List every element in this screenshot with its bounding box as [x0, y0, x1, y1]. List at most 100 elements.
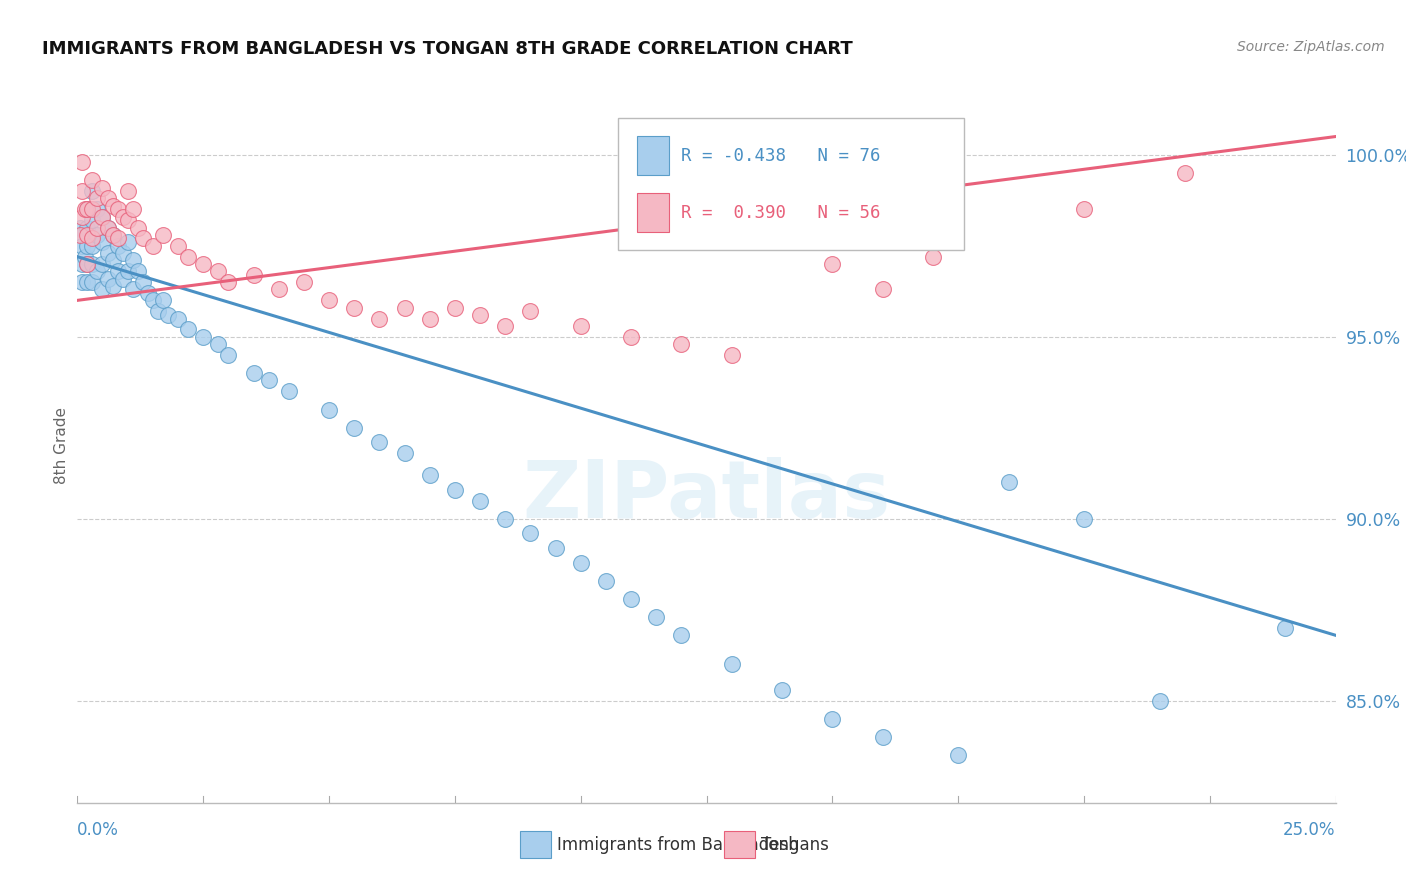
Text: Source: ZipAtlas.com: Source: ZipAtlas.com: [1237, 40, 1385, 54]
Point: [76, 257, 98, 271]
Point: [146, 304, 169, 318]
Point: [217, 275, 239, 289]
Point: [101, 227, 124, 242]
Point: [720, 348, 742, 362]
Point: [519, 304, 541, 318]
Point: [167, 311, 190, 326]
Point: [117, 264, 139, 278]
Point: [121, 282, 143, 296]
Point: [91, 210, 114, 224]
Point: [394, 301, 416, 315]
Point: [394, 446, 416, 460]
Point: [76, 275, 98, 289]
Point: [191, 257, 215, 271]
Point: [76, 227, 98, 242]
Point: [1149, 694, 1171, 708]
Point: [72, 227, 94, 242]
Point: [101, 253, 124, 268]
Point: [343, 301, 366, 315]
Point: [107, 231, 129, 245]
Point: [86, 264, 108, 278]
Point: [132, 231, 155, 245]
Point: [82, 239, 104, 253]
Point: [177, 322, 200, 336]
Point: [111, 246, 134, 260]
Point: [76, 202, 98, 217]
Point: [101, 227, 124, 242]
FancyBboxPatch shape: [619, 118, 965, 250]
Text: R =  0.390   N = 56: R = 0.390 N = 56: [682, 203, 880, 221]
Point: [86, 227, 108, 242]
Point: [101, 278, 124, 293]
Point: [997, 475, 1019, 490]
Point: [107, 202, 129, 217]
Point: [96, 271, 118, 285]
Point: [76, 202, 98, 217]
Point: [872, 731, 894, 745]
Point: [121, 253, 143, 268]
Point: [82, 184, 104, 198]
Point: [111, 271, 134, 285]
Point: [948, 748, 970, 763]
Point: [770, 227, 793, 242]
Point: [86, 220, 108, 235]
Point: [72, 257, 94, 271]
Point: [671, 337, 693, 351]
Point: [242, 366, 264, 380]
Point: [569, 318, 592, 333]
Point: [96, 246, 118, 260]
Point: [152, 293, 174, 308]
Point: [1073, 202, 1095, 217]
Point: [671, 628, 693, 642]
Y-axis label: 8th Grade: 8th Grade: [53, 408, 69, 484]
Point: [107, 239, 129, 253]
Point: [267, 282, 290, 296]
Point: [519, 526, 541, 541]
Point: [76, 257, 98, 271]
Point: [1073, 512, 1095, 526]
Point: [82, 257, 104, 271]
Point: [419, 311, 441, 326]
Text: Tongans: Tongans: [761, 836, 828, 854]
Text: Immigrants from Bangladesh: Immigrants from Bangladesh: [557, 836, 799, 854]
Text: ZIPatlas: ZIPatlas: [523, 457, 890, 535]
Point: [142, 239, 165, 253]
Point: [544, 541, 567, 555]
Point: [91, 180, 114, 194]
Point: [177, 250, 200, 264]
Point: [343, 421, 366, 435]
Point: [73, 202, 96, 217]
Point: [73, 250, 96, 264]
Point: [468, 308, 491, 322]
Point: [91, 282, 114, 296]
Text: IMMIGRANTS FROM BANGLADESH VS TONGAN 8TH GRADE CORRELATION CHART: IMMIGRANTS FROM BANGLADESH VS TONGAN 8TH…: [42, 40, 853, 58]
Point: [620, 591, 643, 606]
Point: [127, 264, 149, 278]
Point: [1174, 166, 1197, 180]
Point: [72, 239, 94, 253]
Point: [257, 374, 280, 388]
Point: [69, 227, 91, 242]
Point: [419, 468, 441, 483]
Point: [821, 712, 844, 726]
Bar: [637, 193, 669, 232]
Point: [368, 435, 391, 450]
Point: [72, 275, 94, 289]
Point: [292, 275, 315, 289]
Point: [91, 235, 114, 249]
Point: [569, 556, 592, 570]
Point: [720, 657, 742, 672]
Point: [494, 318, 516, 333]
Point: [96, 220, 118, 235]
Point: [72, 184, 94, 198]
Point: [127, 220, 149, 235]
Point: [101, 199, 124, 213]
Point: [132, 275, 155, 289]
Point: [770, 682, 793, 697]
Point: [91, 257, 114, 271]
Point: [136, 286, 159, 301]
Point: [107, 264, 129, 278]
Point: [156, 308, 179, 322]
Point: [82, 202, 104, 217]
Point: [277, 384, 299, 399]
